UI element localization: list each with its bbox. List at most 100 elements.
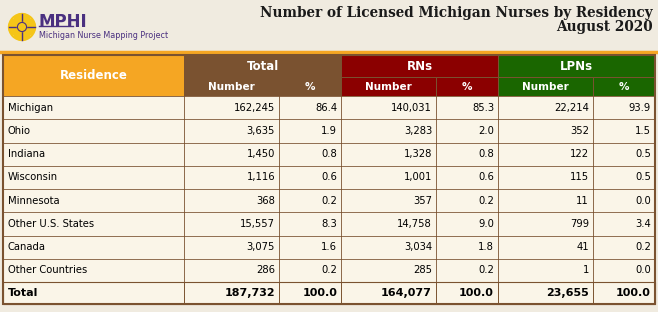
Text: %: %	[462, 81, 472, 91]
Circle shape	[18, 18, 36, 36]
Text: 122: 122	[570, 149, 589, 159]
Text: 162,245: 162,245	[234, 103, 275, 113]
Text: 0.8: 0.8	[478, 149, 494, 159]
FancyBboxPatch shape	[279, 77, 341, 96]
Text: 100.0: 100.0	[302, 288, 337, 298]
FancyBboxPatch shape	[3, 282, 655, 304]
Text: Number of Licensed Michigan Nurses by Residency: Number of Licensed Michigan Nurses by Re…	[261, 6, 653, 20]
FancyBboxPatch shape	[3, 212, 655, 236]
Text: 0.8: 0.8	[321, 149, 337, 159]
Text: 41: 41	[576, 242, 589, 252]
Text: 0.2: 0.2	[478, 196, 494, 206]
Text: Total: Total	[8, 288, 38, 298]
Text: 100.0: 100.0	[616, 288, 651, 298]
FancyBboxPatch shape	[341, 77, 436, 96]
Text: RNs: RNs	[407, 60, 432, 72]
Text: 85.3: 85.3	[472, 103, 494, 113]
Circle shape	[14, 13, 30, 31]
Text: 1.8: 1.8	[478, 242, 494, 252]
FancyBboxPatch shape	[593, 77, 655, 96]
Text: 0.0: 0.0	[635, 196, 651, 206]
Text: 8.3: 8.3	[321, 219, 337, 229]
FancyBboxPatch shape	[436, 77, 498, 96]
FancyBboxPatch shape	[184, 55, 341, 77]
Text: Canada: Canada	[8, 242, 46, 252]
Text: %: %	[305, 81, 315, 91]
Text: 799: 799	[570, 219, 589, 229]
FancyBboxPatch shape	[3, 119, 655, 143]
Text: Number: Number	[522, 81, 569, 91]
Text: 3,075: 3,075	[247, 242, 275, 252]
Text: Wisconsin: Wisconsin	[8, 172, 58, 183]
Text: 0.5: 0.5	[635, 149, 651, 159]
Text: 86.4: 86.4	[315, 103, 337, 113]
Text: 164,077: 164,077	[381, 288, 432, 298]
Text: Number: Number	[365, 81, 412, 91]
FancyBboxPatch shape	[3, 166, 655, 189]
Text: 1.5: 1.5	[635, 126, 651, 136]
Text: 0.6: 0.6	[478, 172, 494, 183]
Text: Michigan Nurse Mapping Project: Michigan Nurse Mapping Project	[39, 31, 168, 40]
Text: 187,732: 187,732	[224, 288, 275, 298]
Text: 3,283: 3,283	[404, 126, 432, 136]
Text: 3.4: 3.4	[635, 219, 651, 229]
Text: 11: 11	[576, 196, 589, 206]
Text: Residence: Residence	[60, 69, 128, 82]
Text: 1,450: 1,450	[247, 149, 275, 159]
Text: 352: 352	[570, 126, 589, 136]
Text: Michigan: Michigan	[8, 103, 53, 113]
Text: Number: Number	[208, 81, 255, 91]
FancyBboxPatch shape	[3, 236, 655, 259]
Text: 1.6: 1.6	[321, 242, 337, 252]
Text: 1,001: 1,001	[403, 172, 432, 183]
Text: %: %	[619, 81, 629, 91]
Text: 115: 115	[570, 172, 589, 183]
Text: 357: 357	[413, 196, 432, 206]
Text: 23,655: 23,655	[546, 288, 589, 298]
Circle shape	[14, 23, 30, 41]
Text: 0.5: 0.5	[635, 172, 651, 183]
Text: 93.9: 93.9	[629, 103, 651, 113]
Circle shape	[9, 18, 26, 36]
FancyBboxPatch shape	[184, 77, 279, 96]
Text: 2.0: 2.0	[478, 126, 494, 136]
Text: LPNs: LPNs	[560, 60, 593, 72]
Text: 0.2: 0.2	[321, 266, 337, 275]
Text: Ohio: Ohio	[8, 126, 31, 136]
Text: 368: 368	[256, 196, 275, 206]
Text: Total: Total	[247, 60, 279, 72]
Text: 3,034: 3,034	[404, 242, 432, 252]
Text: Minnesota: Minnesota	[8, 196, 60, 206]
FancyBboxPatch shape	[498, 55, 655, 77]
Text: 0.2: 0.2	[321, 196, 337, 206]
FancyBboxPatch shape	[3, 189, 655, 212]
Text: Other U.S. States: Other U.S. States	[8, 219, 94, 229]
Text: 9.0: 9.0	[478, 219, 494, 229]
Text: 22,214: 22,214	[554, 103, 589, 113]
Text: 3,635: 3,635	[247, 126, 275, 136]
Text: 1: 1	[582, 266, 589, 275]
Text: 286: 286	[256, 266, 275, 275]
Text: MPHI: MPHI	[39, 13, 88, 31]
Text: 100.0: 100.0	[459, 288, 494, 298]
Text: 14,758: 14,758	[397, 219, 432, 229]
FancyBboxPatch shape	[498, 77, 593, 96]
Text: 0.6: 0.6	[321, 172, 337, 183]
Text: Indiana: Indiana	[8, 149, 45, 159]
Text: 0.0: 0.0	[635, 266, 651, 275]
FancyBboxPatch shape	[3, 259, 655, 282]
FancyBboxPatch shape	[3, 55, 184, 96]
Circle shape	[18, 22, 26, 32]
Text: 1.9: 1.9	[321, 126, 337, 136]
Text: Other Countries: Other Countries	[8, 266, 88, 275]
Text: 15,557: 15,557	[240, 219, 275, 229]
FancyBboxPatch shape	[341, 55, 498, 77]
Text: 0.2: 0.2	[635, 242, 651, 252]
Text: 0.2: 0.2	[478, 266, 494, 275]
Text: 1,116: 1,116	[247, 172, 275, 183]
FancyBboxPatch shape	[0, 0, 658, 52]
Text: 140,031: 140,031	[392, 103, 432, 113]
Text: 1,328: 1,328	[403, 149, 432, 159]
Text: 285: 285	[413, 266, 432, 275]
Text: August 2020: August 2020	[557, 20, 653, 34]
